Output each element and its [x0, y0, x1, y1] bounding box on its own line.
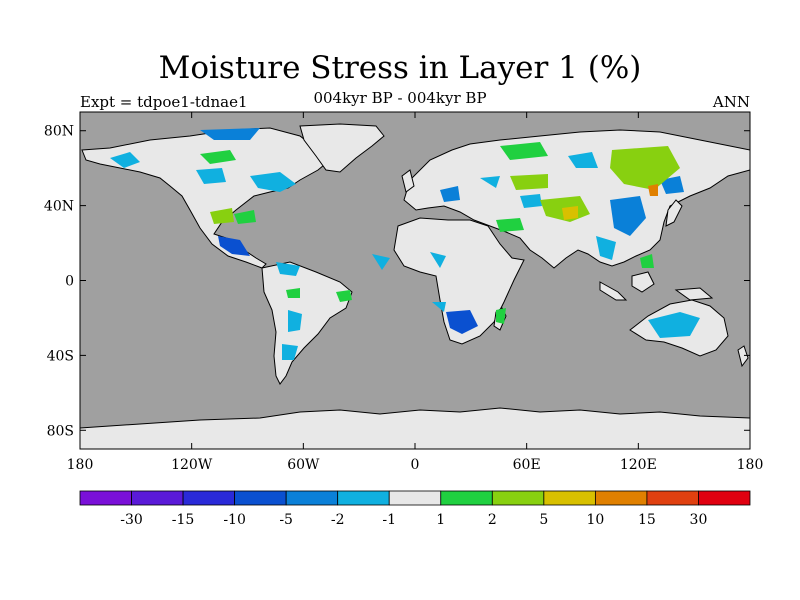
axis-ticks: 80N 40N 0 40S 80S 180 120W 60W 0 60E 120E 180 — [44, 112, 763, 473]
colorbar-swatch — [182, 490, 236, 506]
lat-tick-label: 40S — [47, 348, 74, 364]
colorbar-label: -1 — [382, 512, 396, 528]
lon-tick-label: 120E — [620, 457, 657, 473]
colorbar: -30 -15 -10 -5 -2 -1 1 2 5 10 15 30 — [79, 490, 751, 528]
colorbar-label: 1 — [436, 512, 445, 528]
antarctica — [80, 407, 750, 449]
colorbar-label: 2 — [488, 512, 497, 528]
new-zealand — [737, 345, 749, 368]
experiment-label: Expt = tdpoe1-tdnae1 — [80, 93, 248, 111]
lon-tick-label: 180 — [67, 457, 94, 473]
lon-tick-label: 60W — [287, 457, 320, 473]
lon-tick-label: 60E — [513, 457, 541, 473]
lon-tick-label: 180 — [737, 457, 764, 473]
colorbar-swatch — [543, 490, 596, 506]
colorbar-swatch — [646, 490, 699, 506]
lat-tick-label: 80N — [44, 124, 74, 140]
colorbar-label: -5 — [279, 512, 293, 528]
lat-tick-label: 80S — [47, 423, 74, 439]
map-title: Moisture Stress in Layer 1 (%) — [158, 50, 642, 86]
colorbar-label: 30 — [690, 512, 708, 528]
season-label: ANN — [712, 93, 750, 111]
colorbar-swatch — [491, 490, 545, 506]
colorbar-label: -30 — [120, 512, 143, 528]
japan — [665, 199, 683, 227]
colorbar-label: 5 — [539, 512, 548, 528]
new-guinea — [674, 287, 714, 301]
colorbar-label: -15 — [172, 512, 195, 528]
colorbar-swatch — [440, 490, 493, 506]
colorbar-swatch — [285, 490, 339, 506]
colorbar-swatch — [234, 490, 287, 506]
colorbar-swatch — [131, 490, 184, 506]
colorbar-label: -10 — [223, 512, 246, 528]
lat-tick-label: 40N — [44, 199, 74, 215]
lat-tick-label: 0 — [65, 274, 74, 290]
greenland — [299, 123, 385, 173]
anomaly-patches — [110, 128, 700, 360]
colorbar-label: -2 — [331, 512, 345, 528]
indonesia-borneo — [631, 271, 655, 293]
colorbar-swatch — [79, 490, 132, 506]
africa — [393, 217, 525, 345]
colorbar-label: 10 — [586, 512, 604, 528]
colorbar-swatch — [594, 490, 648, 506]
british-isles — [401, 169, 415, 193]
indonesia-sumatra — [599, 281, 628, 301]
map-subtitle: 004kyr BP - 004kyr BP — [313, 89, 487, 107]
lon-tick-label: 120W — [171, 457, 213, 473]
colorbar-swatch — [698, 490, 751, 506]
colorbar-swatch — [388, 490, 442, 506]
colorbar-label: 15 — [638, 512, 656, 528]
colorbar-swatch — [337, 490, 390, 506]
lon-tick-label: 0 — [411, 457, 420, 473]
